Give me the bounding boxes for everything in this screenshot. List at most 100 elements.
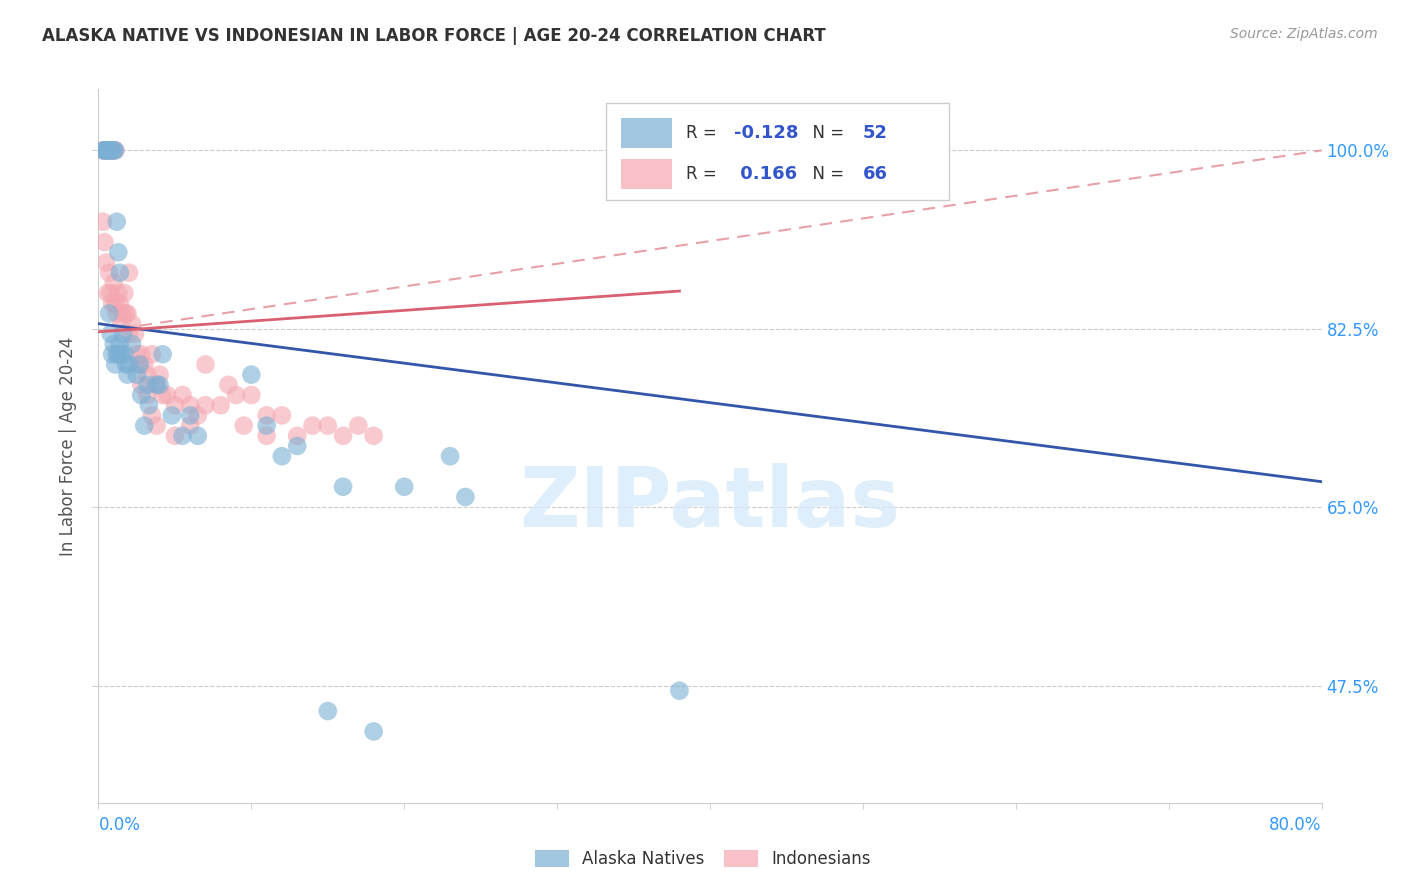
Point [125, 368, 148, 382]
Point [112, 286, 135, 301]
Point [118, 358, 141, 372]
Point [285, 429, 308, 443]
Point [98, 144, 121, 158]
Point [97, 144, 120, 158]
Point [121, 337, 143, 351]
Point [179, 418, 201, 433]
Point [103, 144, 125, 158]
Point [93, 144, 115, 158]
Point [91, 215, 114, 229]
Point [100, 144, 122, 158]
FancyBboxPatch shape [606, 103, 949, 200]
Point [194, 358, 217, 372]
Point [454, 490, 477, 504]
Point [98, 306, 121, 320]
Point [172, 388, 194, 402]
Point [117, 368, 139, 382]
Text: 80.0%: 80.0% [1270, 816, 1322, 834]
Point [136, 368, 159, 382]
Point [179, 409, 201, 423]
Point [97, 286, 120, 301]
Point [104, 358, 127, 372]
Point [128, 358, 150, 372]
Point [94, 144, 117, 158]
Point [141, 409, 163, 423]
Point [270, 409, 292, 423]
Point [108, 266, 131, 280]
Text: -0.128: -0.128 [734, 125, 799, 143]
Point [115, 306, 138, 320]
Point [145, 377, 167, 392]
Point [347, 418, 370, 433]
Point [316, 704, 339, 718]
Point [136, 388, 159, 402]
Point [91, 144, 114, 158]
Point [100, 286, 122, 301]
Point [270, 449, 292, 463]
Text: R =: R = [686, 125, 721, 143]
Legend: Alaska Natives, Indonesians: Alaska Natives, Indonesians [529, 843, 877, 875]
Point [101, 347, 124, 361]
Point [187, 429, 209, 443]
Point [179, 398, 201, 412]
Point [217, 377, 239, 392]
Point [103, 337, 125, 351]
Text: N =: N = [801, 125, 849, 143]
Point [256, 429, 278, 443]
Point [101, 144, 124, 158]
Point [149, 368, 172, 382]
Point [104, 144, 127, 158]
Point [118, 326, 141, 341]
Point [124, 326, 146, 341]
Point [117, 306, 139, 320]
Point [98, 266, 121, 280]
Point [104, 296, 127, 310]
Point [107, 347, 129, 361]
Point [93, 235, 115, 249]
Point [97, 144, 120, 158]
Point [138, 398, 160, 412]
Point [134, 358, 156, 372]
Point [145, 377, 167, 392]
Bar [620, 159, 672, 189]
Point [104, 144, 127, 158]
Point [152, 347, 174, 361]
Point [110, 317, 132, 331]
Point [121, 317, 143, 331]
Text: ZIPatlas: ZIPatlas [520, 463, 900, 543]
Point [668, 683, 690, 698]
Point [93, 144, 115, 158]
Point [108, 296, 131, 310]
Point [240, 368, 263, 382]
Point [129, 347, 152, 361]
Point [332, 480, 354, 494]
Point [149, 377, 172, 392]
Point [129, 388, 152, 402]
Point [112, 347, 135, 361]
Point [163, 398, 186, 412]
Point [101, 144, 124, 158]
Point [332, 429, 354, 443]
Text: ALASKA NATIVE VS INDONESIAN IN LABOR FORCE | AGE 20-24 CORRELATION CHART: ALASKA NATIVE VS INDONESIAN IN LABOR FOR… [42, 27, 825, 45]
Point [111, 326, 134, 341]
Y-axis label: In Labor Force | Age 20-24: In Labor Force | Age 20-24 [59, 336, 77, 556]
Point [101, 296, 124, 310]
Point [172, 429, 194, 443]
Point [316, 418, 339, 433]
Point [240, 388, 263, 402]
Bar [620, 119, 672, 148]
Point [145, 418, 167, 433]
Point [107, 286, 129, 301]
Point [103, 276, 125, 290]
Point [105, 306, 128, 320]
Text: 66: 66 [863, 165, 889, 183]
Point [111, 306, 134, 320]
Point [163, 429, 186, 443]
Point [110, 347, 132, 361]
Point [256, 418, 278, 433]
Point [136, 377, 159, 392]
Point [134, 418, 156, 433]
Point [225, 388, 247, 402]
Point [105, 215, 128, 229]
Point [152, 388, 174, 402]
